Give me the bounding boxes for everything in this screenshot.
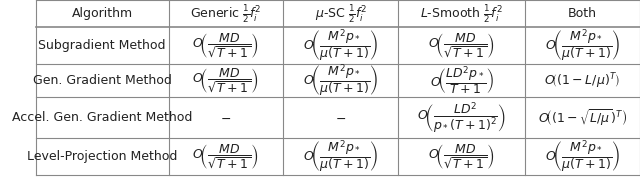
Text: $O\!\left(\dfrac{MD}{\sqrt{T+1}}\right)$: $O\!\left(\dfrac{MD}{\sqrt{T+1}}\right)$ <box>193 142 260 171</box>
Text: $O\!\left(\dfrac{MD}{\sqrt{T+1}}\right)$: $O\!\left(\dfrac{MD}{\sqrt{T+1}}\right)$ <box>428 31 495 60</box>
Text: Algorithm: Algorithm <box>72 7 132 20</box>
Text: $-$: $-$ <box>220 111 232 124</box>
Text: $O\!\left(\dfrac{M^2 p_*}{\mu(T+1)}\right)$: $O\!\left(\dfrac{M^2 p_*}{\mu(T+1)}\righ… <box>303 62 379 99</box>
Text: $O\!\left(\dfrac{MD}{\sqrt{T+1}}\right)$: $O\!\left(\dfrac{MD}{\sqrt{T+1}}\right)$ <box>193 31 260 60</box>
Text: $O\!\left((1-\sqrt{L/\mu})^T\right)$: $O\!\left((1-\sqrt{L/\mu})^T\right)$ <box>538 108 627 128</box>
Text: Subgradient Method: Subgradient Method <box>38 39 166 52</box>
Text: Both: Both <box>568 7 597 20</box>
Text: $O\!\left(\dfrac{LD^2}{p_*(T+1)^2}\right)$: $O\!\left(\dfrac{LD^2}{p_*(T+1)^2}\right… <box>417 101 506 135</box>
Text: Gen. Gradient Method: Gen. Gradient Method <box>33 74 172 87</box>
Text: $O\!\left(\dfrac{MD}{\sqrt{T+1}}\right)$: $O\!\left(\dfrac{MD}{\sqrt{T+1}}\right)$ <box>193 66 260 95</box>
Text: $-$: $-$ <box>335 111 346 124</box>
Text: $O\!\left(\dfrac{M^2 p_*}{\mu(T+1)}\right)$: $O\!\left(\dfrac{M^2 p_*}{\mu(T+1)}\righ… <box>545 28 620 64</box>
Text: $\mu$-SC $\frac{1}{2}f_i^2$: $\mu$-SC $\frac{1}{2}f_i^2$ <box>315 3 367 25</box>
Text: Level-Projection Method: Level-Projection Method <box>27 150 177 163</box>
Text: Accel. Gen. Gradient Method: Accel. Gen. Gradient Method <box>12 111 192 124</box>
Text: $L$-Smooth $\frac{1}{2}f_i^2$: $L$-Smooth $\frac{1}{2}f_i^2$ <box>420 3 503 25</box>
Text: $O\!\left(\dfrac{M^2 p_*}{\mu(T+1)}\right)$: $O\!\left(\dfrac{M^2 p_*}{\mu(T+1)}\righ… <box>303 28 379 64</box>
Text: Generic $\frac{1}{2}f_i^2$: Generic $\frac{1}{2}f_i^2$ <box>190 3 262 25</box>
Text: $O\!\left(\dfrac{LD^2 p_*}{T+1}\right)$: $O\!\left(\dfrac{LD^2 p_*}{T+1}\right)$ <box>429 64 494 97</box>
Text: $O\!\left(\dfrac{M^2 p_*}{\mu(T+1)}\right)$: $O\!\left(\dfrac{M^2 p_*}{\mu(T+1)}\righ… <box>303 139 379 175</box>
Text: $O\!\left(\dfrac{M^2 p_*}{\mu(T+1)}\right)$: $O\!\left(\dfrac{M^2 p_*}{\mu(T+1)}\righ… <box>545 139 620 175</box>
Text: $O\!\left(\dfrac{MD}{\sqrt{T+1}}\right)$: $O\!\left(\dfrac{MD}{\sqrt{T+1}}\right)$ <box>428 142 495 171</box>
Text: $O\!\left((1-L/\mu)^T\right)$: $O\!\left((1-L/\mu)^T\right)$ <box>545 71 621 91</box>
